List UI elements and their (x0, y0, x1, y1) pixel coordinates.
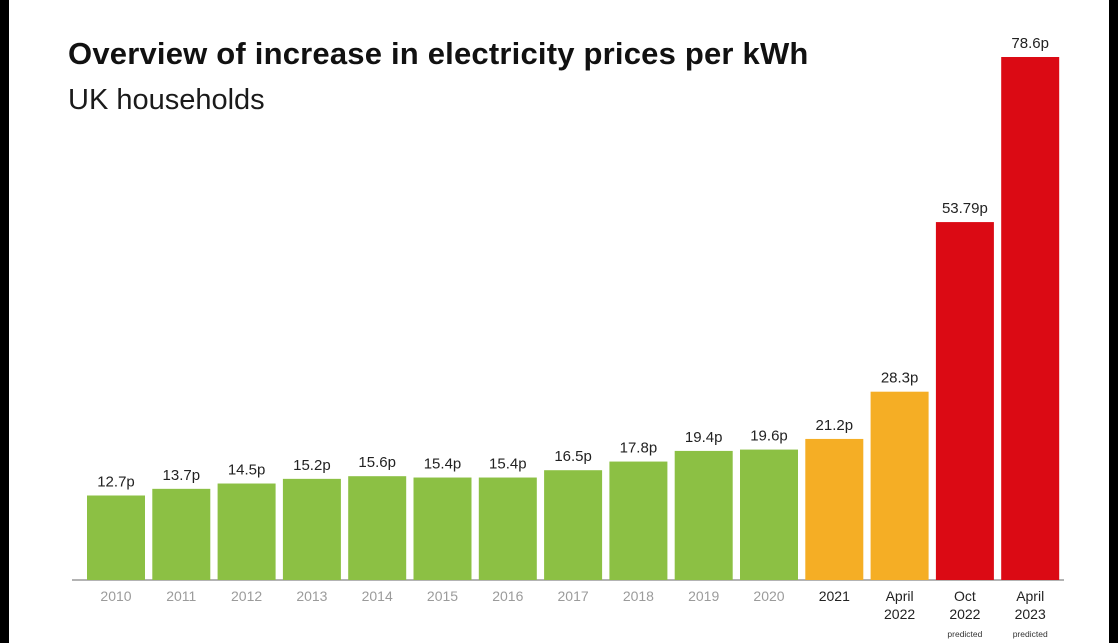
data-label: 14.5p (228, 462, 266, 479)
x-tick-label: 2012 (231, 588, 262, 604)
x-tick-label: 2010 (100, 588, 131, 604)
data-label: 78.6p (1011, 35, 1049, 52)
data-label: 13.7p (163, 467, 201, 484)
bar (87, 495, 145, 580)
bar (935, 222, 994, 580)
data-label: 28.3p (881, 370, 919, 387)
x-tick-label: 2023 (1015, 606, 1046, 622)
x-tick-label: 2011 (166, 588, 196, 604)
bar (870, 391, 929, 580)
data-label: 15.4p (489, 456, 527, 473)
bar (348, 476, 407, 580)
bar (674, 450, 733, 580)
data-label: 16.5p (554, 448, 592, 465)
bar (282, 478, 341, 580)
x-tick-label: 2015 (427, 588, 458, 604)
x-tick-label: 2022 (884, 606, 915, 622)
x-tick-label: 2019 (688, 588, 719, 604)
x-tick-label: 2017 (558, 588, 589, 604)
bar (805, 438, 864, 580)
bar (1001, 57, 1060, 580)
x-tick-label: 2020 (753, 588, 784, 604)
bar (609, 461, 668, 580)
x-tick-label: April (886, 588, 914, 604)
bar (740, 449, 798, 580)
data-label: 19.4p (685, 429, 723, 446)
chart-title: Overview of increase in electricity pric… (68, 36, 809, 71)
bar (413, 477, 472, 580)
x-tick-label: 2013 (296, 588, 327, 604)
data-label: 12.7p (97, 473, 135, 490)
x-tick-label: 2016 (492, 588, 523, 604)
data-label: 15.2p (293, 457, 331, 474)
x-tick-note: predicted (1013, 629, 1048, 639)
bar (478, 477, 537, 580)
x-tick-label: 2014 (362, 588, 393, 604)
x-tick-label: April (1016, 588, 1044, 604)
data-label: 17.8p (620, 440, 658, 457)
data-label: 15.6p (358, 454, 396, 471)
bar (152, 488, 211, 580)
x-tick-label: 2021 (819, 588, 850, 604)
data-label: 53.79p (942, 200, 988, 217)
data-label: 21.2p (816, 417, 854, 434)
x-tick-note: predicted (947, 629, 982, 639)
x-tick-label: Oct (954, 588, 976, 604)
chart-subtitle: UK households (68, 84, 265, 116)
data-label: 15.4p (424, 456, 462, 473)
bar (544, 470, 603, 580)
x-tick-label: 2018 (623, 588, 654, 604)
x-tick-label: 2022 (949, 606, 980, 622)
data-label: 19.6p (750, 428, 788, 445)
bar (217, 483, 276, 580)
